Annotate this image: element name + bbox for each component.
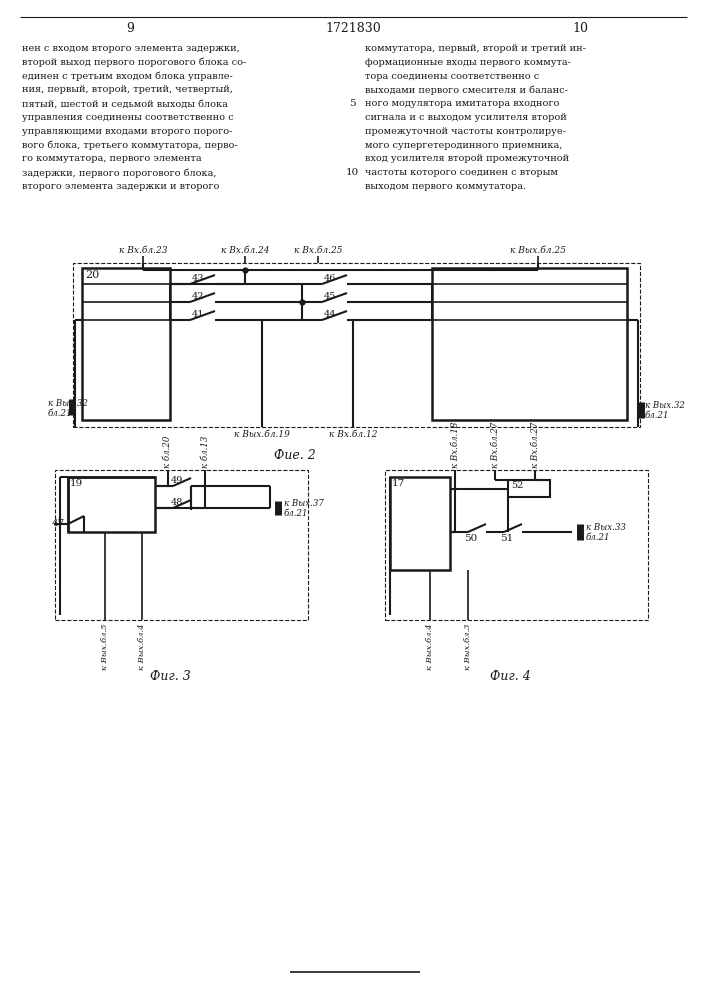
Text: нен с входом второго элемента задержки,: нен с входом второго элемента задержки, (22, 44, 240, 53)
Text: единен с третьим входом блока управле-: единен с третьим входом блока управле- (22, 72, 233, 81)
Text: 1721830: 1721830 (325, 21, 381, 34)
Text: Фиг. 4: Фиг. 4 (490, 670, 530, 683)
Text: 43: 43 (192, 274, 204, 283)
Text: 44: 44 (324, 310, 337, 319)
Text: к Вх.бл.18: к Вх.бл.18 (450, 422, 460, 468)
Text: задержки, первого порогового блока,: задержки, первого порогового блока, (22, 168, 216, 178)
Text: к бл.13: к бл.13 (201, 436, 209, 468)
Text: вого блока, третьего коммутатора, перво-: вого блока, третьего коммутатора, перво- (22, 141, 238, 150)
Text: к Вх.бл.12: к Вх.бл.12 (329, 430, 378, 439)
Text: сигнала и с выходом усилителя второй: сигнала и с выходом усилителя второй (365, 113, 567, 122)
Bar (55, 470, 308, 620)
Text: 45: 45 (324, 292, 337, 301)
Text: 52: 52 (511, 481, 523, 490)
Text: коммутатора, первый, второй и третий ин-: коммутатора, первый, второй и третий ин- (365, 44, 586, 53)
Text: второго элемента задержки и второго: второго элемента задержки и второго (22, 182, 219, 191)
Text: 17: 17 (392, 479, 405, 488)
Text: управления соединены соответственно с: управления соединены соответственно с (22, 113, 233, 122)
Text: го коммутатора, первого элемента: го коммутатора, первого элемента (22, 154, 201, 163)
Bar (68, 477, 155, 532)
Text: второй выход первого порогового блока со-: второй выход первого порогового блока со… (22, 58, 246, 67)
Text: к Вых.бл.4: к Вых.бл.4 (138, 623, 146, 670)
Text: бл.21: бл.21 (284, 510, 308, 518)
Text: бл.21: бл.21 (645, 412, 670, 420)
Text: 47: 47 (52, 520, 65, 528)
Text: к Вых.бл.3: к Вых.бл.3 (464, 623, 472, 670)
Text: к бл.20: к бл.20 (163, 436, 173, 468)
Text: 51: 51 (500, 534, 513, 543)
Text: к Вых.33: к Вых.33 (586, 522, 626, 532)
Text: выходом первого коммутатора.: выходом первого коммутатора. (365, 182, 526, 191)
Bar (432, 268, 627, 420)
Text: бл.21: бл.21 (586, 534, 611, 542)
Text: к Вых.бл.5: к Вых.бл.5 (101, 623, 109, 670)
Text: 20: 20 (85, 270, 99, 280)
Text: вход усилителя второй промежуточной: вход усилителя второй промежуточной (365, 154, 569, 163)
Text: частоты которого соединен с вторым: частоты которого соединен с вторым (365, 168, 558, 177)
Text: к Вых.37: к Вых.37 (284, 499, 324, 508)
Text: пятый, шестой и седьмой выходы блока: пятый, шестой и седьмой выходы блока (22, 99, 228, 108)
Text: 42: 42 (192, 292, 204, 301)
Text: к Вх.бл.27: к Вх.бл.27 (491, 422, 500, 468)
Text: 41: 41 (192, 310, 204, 319)
Bar (508, 480, 550, 497)
Text: к Вых.32: к Вых.32 (645, 401, 685, 410)
Text: бл.21: бл.21 (48, 408, 73, 418)
Bar (385, 470, 648, 620)
Text: к Вх.бл.23: к Вх.бл.23 (119, 246, 168, 255)
Text: 19: 19 (70, 479, 83, 488)
Text: промежуточной частоты контролируе-: промежуточной частоты контролируе- (365, 127, 566, 136)
Text: управляющими входами второго порого-: управляющими входами второго порого- (22, 127, 233, 136)
Bar (73, 263, 640, 427)
Text: Фиг. 3: Фиг. 3 (150, 670, 190, 683)
Text: тора соединены соответственно с: тора соединены соответственно с (365, 72, 539, 81)
Text: ного модулятора имитатора входного: ного модулятора имитатора входного (365, 99, 559, 108)
Text: формационные входы первого коммута-: формационные входы первого коммута- (365, 58, 571, 67)
Text: к Вых.бл.25: к Вых.бл.25 (510, 246, 566, 255)
Text: 9: 9 (126, 21, 134, 34)
Text: ния, первый, второй, третий, четвертый,: ния, первый, второй, третий, четвертый, (22, 85, 233, 94)
Text: 10: 10 (572, 21, 588, 34)
Text: к Вых.бл.4: к Вых.бл.4 (426, 623, 434, 670)
Text: к Вых.32: к Вых.32 (48, 398, 88, 408)
Bar (82, 268, 170, 420)
Text: 10: 10 (346, 168, 358, 177)
Text: к Вх.бл.27: к Вх.бл.27 (530, 422, 539, 468)
Text: 49: 49 (171, 476, 183, 485)
Text: 5: 5 (349, 99, 356, 108)
Text: к Вх.бл.25: к Вх.бл.25 (293, 246, 342, 255)
Text: 46: 46 (324, 274, 337, 283)
Text: Фие. 2: Фие. 2 (274, 449, 316, 462)
Text: выходами первого смесителя и баланс-: выходами первого смесителя и баланс- (365, 85, 568, 95)
Text: 50: 50 (464, 534, 477, 543)
Text: к Вх.бл.24: к Вх.бл.24 (221, 246, 269, 255)
Text: 48: 48 (171, 498, 183, 507)
Bar (390, 477, 450, 570)
Text: мого супергетеродинного приемника,: мого супергетеродинного приемника, (365, 141, 562, 150)
Text: к Вых.бл.19: к Вых.бл.19 (234, 430, 290, 439)
